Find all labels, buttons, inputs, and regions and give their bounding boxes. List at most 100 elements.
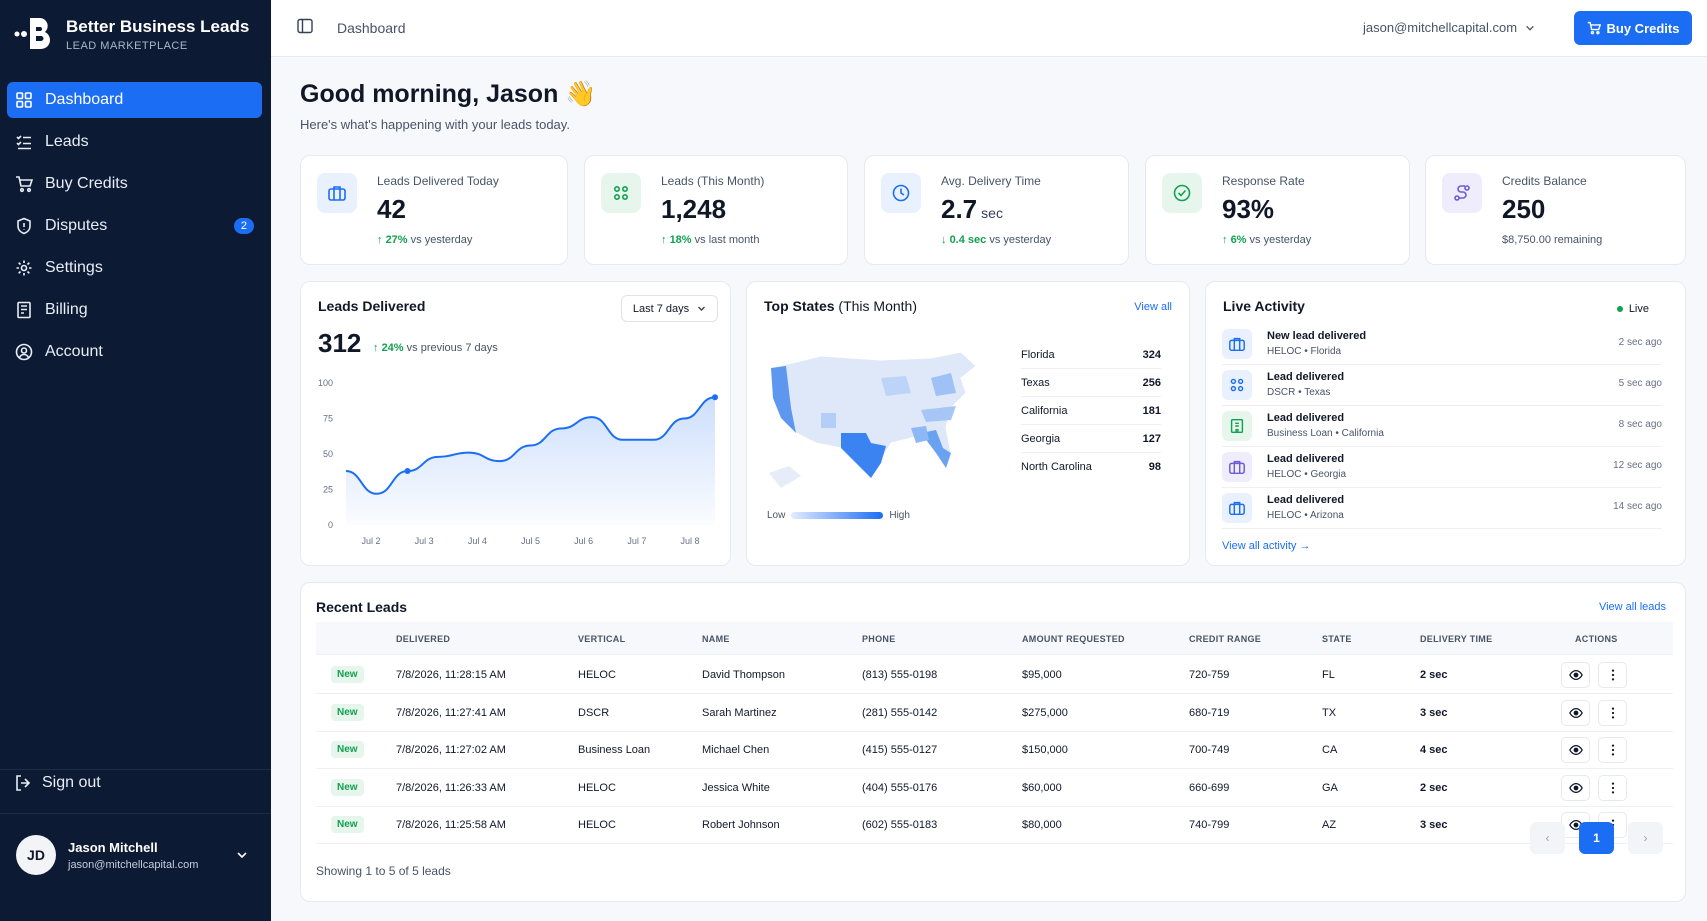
user-menu[interactable]: JD Jason Mitchell jason@mitchellcapital.… bbox=[16, 835, 248, 875]
grid-icon bbox=[16, 92, 32, 108]
view-lead-button[interactable] bbox=[1561, 774, 1590, 801]
state-row: California 181 bbox=[1021, 397, 1161, 425]
stat-card-leads-today: Leads Delivered Today 42 ↑ 27% vs yester… bbox=[300, 155, 568, 265]
account-dropdown[interactable]: jason@mitchellcapital.com bbox=[1363, 20, 1535, 35]
prev-page-button[interactable]: ‹ bbox=[1530, 822, 1565, 854]
state-row: North Carolina 98 bbox=[1021, 461, 1161, 473]
sidebar-item-label: Leads bbox=[45, 133, 89, 150]
sidebar-item-billing[interactable]: Billing bbox=[7, 292, 262, 328]
y-tick-label: 0 bbox=[328, 520, 333, 530]
briefcase-icon bbox=[1222, 452, 1252, 482]
activity-item[interactable]: Lead delivered DSCR • Texas 5 sec ago bbox=[1222, 365, 1662, 406]
view-all-activity-link[interactable]: View all activity → bbox=[1222, 540, 1311, 552]
live-activity-card: Live Activity Live New lead delivered HE… bbox=[1205, 281, 1686, 566]
account-email: jason@mitchellcapital.com bbox=[1363, 20, 1518, 35]
more-vertical-icon bbox=[1611, 744, 1614, 756]
activity-item[interactable]: Lead delivered Business Loan • Californi… bbox=[1222, 406, 1662, 447]
briefcase-icon bbox=[1222, 329, 1252, 359]
stat-label: Avg. Delivery Time bbox=[941, 174, 1041, 188]
more-actions-button[interactable] bbox=[1598, 774, 1627, 801]
buy-credits-label: Buy Credits bbox=[1606, 20, 1680, 36]
cell-name: Sarah Martinez bbox=[702, 706, 777, 719]
stat-delta: ↓ 0.4 sec vs yesterday bbox=[941, 234, 1052, 246]
activity-item[interactable]: Lead delivered HELOC • Arizona 14 sec ag… bbox=[1222, 488, 1662, 529]
activity-subtitle: HELOC • Georgia bbox=[1267, 469, 1347, 480]
more-actions-button[interactable] bbox=[1598, 737, 1627, 763]
cell-time: 4 sec bbox=[1420, 744, 1448, 756]
stat-delta: $8,750.00 remaining bbox=[1502, 234, 1603, 246]
table-row[interactable]: New 7/8/2026, 11:25:58 AM HELOC Robert John… bbox=[316, 806, 1673, 844]
activity-time: 2 sec ago bbox=[1618, 337, 1662, 348]
cell-name: Jessica White bbox=[702, 781, 770, 794]
view-lead-button[interactable] bbox=[1561, 662, 1590, 688]
activity-time: 5 sec ago bbox=[1618, 378, 1662, 389]
view-all-states-link[interactable]: View all bbox=[1134, 301, 1172, 313]
table-row[interactable]: New 7/8/2026, 11:26:33 AM HELOC Jessica Whi… bbox=[316, 769, 1673, 807]
page-subtitle: Here's what's happening with your leads … bbox=[300, 117, 570, 132]
shield-icon bbox=[17, 217, 31, 235]
x-tick-label: Jul 8 bbox=[680, 536, 699, 546]
more-actions-button[interactable] bbox=[1598, 662, 1627, 688]
cell-delivered: 7/8/2026, 11:27:41 AM bbox=[396, 706, 506, 719]
cell-delivered: 7/8/2026, 11:26:33 AM bbox=[396, 781, 506, 794]
sidebar-item-leads[interactable]: Leads bbox=[7, 124, 262, 160]
cell-phone: (813) 555-0198 bbox=[862, 669, 938, 681]
x-tick-label: Jul 3 bbox=[415, 536, 434, 546]
activity-title: Lead delivered bbox=[1267, 371, 1345, 383]
eye-icon bbox=[1568, 707, 1583, 718]
view-all-leads-link[interactable]: View all leads bbox=[1598, 601, 1666, 613]
view-lead-button[interactable] bbox=[1561, 737, 1590, 763]
column-header: AMOUNT REQUESTED bbox=[1022, 634, 1125, 644]
activity-item[interactable]: New lead delivered HELOC • Florida 2 sec… bbox=[1222, 324, 1662, 365]
table-row[interactable]: New 7/8/2026, 11:28:15 AM HELOC David Thomp… bbox=[316, 656, 1673, 694]
table-row[interactable]: New 7/8/2026, 11:27:02 AM Business Loan Mic… bbox=[316, 731, 1673, 769]
logout-icon bbox=[16, 775, 31, 791]
activity-item[interactable]: Lead delivered HELOC • Georgia 12 sec ag… bbox=[1222, 447, 1662, 488]
user-name: Jason Mitchell bbox=[68, 839, 158, 855]
more-actions-button[interactable] bbox=[1598, 699, 1627, 726]
sidebar-item-account[interactable]: Account bbox=[7, 334, 262, 370]
sidebar-item-label: Dashboard bbox=[45, 91, 124, 108]
view-lead-button[interactable] bbox=[1561, 699, 1590, 726]
activity-time: 12 sec ago bbox=[1613, 460, 1662, 471]
brand-logo[interactable]: Better Business Leads LEAD MARKETPLACE bbox=[14, 16, 249, 52]
activity-time: 14 sec ago bbox=[1613, 501, 1662, 512]
buy-credits-button[interactable]: Buy Credits bbox=[1574, 11, 1692, 45]
next-page-button[interactable]: › bbox=[1628, 822, 1663, 854]
data-point[interactable] bbox=[404, 468, 411, 475]
stat-label: Leads (This Month) bbox=[661, 174, 765, 188]
cell-credit: 680-719 bbox=[1189, 706, 1230, 719]
cell-amount: $80,000 bbox=[1022, 819, 1062, 831]
stat-delta: ↑ 6% vs yesterday bbox=[1222, 234, 1312, 246]
breadcrumb: Dashboard bbox=[337, 20, 406, 36]
sign-out-button[interactable]: Sign out bbox=[14, 774, 101, 792]
sidebar-item-dashboard[interactable]: Dashboard bbox=[7, 82, 262, 118]
stat-card-credits-balance: Credits Balance 250 $8,750.00 remaining bbox=[1425, 155, 1686, 265]
receipt-icon bbox=[17, 301, 31, 319]
sidebar-item-buy-credits[interactable]: Buy Credits bbox=[7, 166, 262, 202]
legend-gradient bbox=[791, 512, 884, 519]
range-select[interactable]: Last 7 days bbox=[621, 295, 718, 322]
table-header: DELIVERED VERTICAL NAME PHONE AMOUNT REQ… bbox=[316, 622, 1673, 655]
briefcase-icon bbox=[1222, 493, 1252, 523]
recent-leads-card: Recent Leads View all leads DELIVERED VE… bbox=[300, 582, 1686, 902]
sidebar-item-disputes[interactable]: Disputes 2 bbox=[7, 208, 262, 244]
page-1-button[interactable]: 1 bbox=[1579, 822, 1614, 854]
data-point[interactable] bbox=[712, 394, 718, 401]
stat-value: 93% bbox=[1222, 194, 1275, 224]
stat-label: Response Rate bbox=[1222, 174, 1305, 188]
leads-total: 312 bbox=[318, 328, 362, 358]
clock-icon bbox=[881, 173, 921, 213]
cell-amount: $275,000 bbox=[1022, 706, 1068, 719]
table-row[interactable]: New 7/8/2026, 11:27:41 AM DSCR Sarah Martin… bbox=[316, 694, 1673, 732]
chevron-down-icon bbox=[237, 852, 247, 859]
sidebar-item-settings[interactable]: Settings bbox=[7, 250, 262, 286]
cell-state: TX bbox=[1322, 706, 1337, 719]
cell-phone: (415) 555-0127 bbox=[862, 744, 938, 756]
sidebar-toggle-icon[interactable] bbox=[297, 18, 313, 34]
column-header: CREDIT RANGE bbox=[1189, 634, 1262, 644]
y-tick-label: 100 bbox=[318, 378, 333, 388]
top-states-card: Top States (This Month) View all Low Hig… bbox=[746, 281, 1190, 566]
stat-label: Credits Balance bbox=[1502, 174, 1587, 188]
cell-vertical: HELOC bbox=[578, 819, 616, 831]
